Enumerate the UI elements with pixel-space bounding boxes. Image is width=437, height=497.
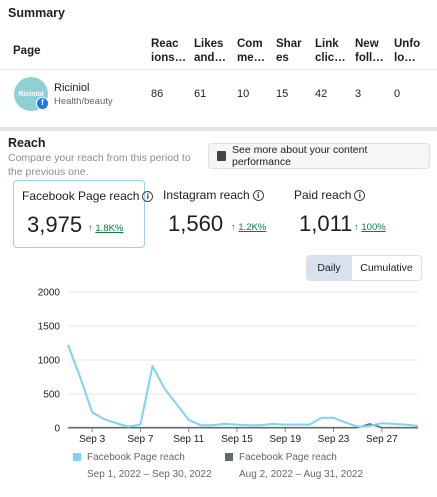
header-comments[interactable]: Com me… [237, 38, 266, 64]
reach-description: Compare your reach from this period to t… [8, 152, 191, 178]
x-tick-label: Sep 27 [366, 434, 398, 445]
x-tick-label: Sep 23 [318, 434, 350, 445]
y-tick-label: 0 [54, 424, 60, 435]
header-page[interactable]: Page [13, 45, 41, 57]
legend-label-previous[interactable]: Facebook Page reach [239, 452, 337, 463]
metric-label: Facebook Page reach i [22, 189, 154, 203]
content-performance-label: See more about your content performance [231, 144, 368, 168]
metric-change: ↑ 100% [354, 222, 386, 233]
report-icon [217, 151, 226, 161]
daily-toggle-button[interactable]: Daily [307, 256, 352, 280]
metric-value: 1,011 [299, 211, 353, 236]
header-link-clicks[interactable]: Link clic… [315, 38, 346, 64]
x-tick-label: Sep 19 [269, 434, 301, 445]
metric-label: Paid reach i [294, 188, 366, 202]
metric-paid-reach[interactable]: Paid reach i 1,011 ↑ 100% [286, 180, 426, 248]
header-unfollows[interactable]: Unfo lo… [394, 38, 421, 64]
header-likes[interactable]: Likes and… [194, 38, 226, 64]
x-tick-label: Sep 7 [127, 434, 154, 445]
x-tick-label: Sep 11 [173, 434, 204, 445]
arrow-up-icon: ↑ [88, 223, 93, 234]
y-tick-label: 2000 [38, 288, 61, 299]
page-category: Health/beauty [54, 96, 113, 107]
cell-reactions: 86 [151, 88, 164, 100]
arrow-up-icon: ↑ [231, 222, 236, 233]
y-tick-label: 1500 [38, 322, 61, 333]
header-reactions[interactable]: Reac ions… [151, 38, 187, 64]
x-tick-label: Sep 3 [79, 434, 106, 445]
cell-shares: 15 [276, 88, 289, 100]
reach-line-chart: 0 500 1000 1500 2000 Sep 3 Sep 7 Sep 11 Sep 15 Se… [38, 288, 419, 445]
page-name[interactable]: Riciniol [54, 82, 90, 94]
view-toggle: Daily Cumulative [306, 255, 422, 281]
header-shares[interactable]: Shar es [276, 38, 302, 64]
arrow-up-icon: ↑ [354, 222, 359, 233]
info-icon[interactable]: i [354, 190, 366, 201]
cell-new-follows: 3 [355, 88, 362, 100]
header-new-follows[interactable]: New foll… [355, 38, 384, 64]
y-tick-label: 500 [43, 390, 60, 401]
avatar-text: Riciniol [18, 90, 44, 98]
metric-change: ↑ 1.2K% [231, 222, 267, 233]
y-tick-label: 1000 [38, 356, 61, 367]
x-tick-label: Sep 15 [221, 434, 253, 445]
metric-instagram-reach[interactable]: Instagram reach i 1,560 ↑ 1.2K% [155, 180, 285, 248]
metric-value: 3,975 [27, 212, 83, 237]
summary-table-header [0, 30, 437, 70]
summary-title: Summary [8, 6, 65, 20]
cumulative-toggle-button[interactable]: Cumulative [352, 256, 421, 280]
legend-label-current[interactable]: Facebook Page reach [87, 452, 185, 463]
facebook-badge-icon: f [36, 97, 49, 110]
cell-unfollows: 0 [394, 88, 401, 100]
metric-label: Instagram reach i [163, 188, 264, 202]
metric-facebook-reach[interactable]: Facebook Page reach i 3,975 ↑ 1.8K% [13, 180, 154, 248]
info-icon[interactable]: i [252, 190, 264, 201]
section-divider [0, 127, 437, 131]
metric-value: 1,560 [168, 211, 224, 236]
cell-likes: 61 [194, 88, 207, 100]
cell-comments: 10 [237, 88, 250, 100]
legend-swatch-previous [225, 453, 233, 461]
legend-range-current: Sep 1, 2022 – Sep 30, 2022 [87, 469, 212, 480]
content-performance-button[interactable]: See more about your content performance [208, 143, 430, 169]
cell-link-clicks: 42 [315, 88, 328, 100]
metric-change: ↑ 1.8K% [88, 223, 124, 234]
legend-range-previous: Aug 2, 2022 – Aug 31, 2022 [239, 469, 363, 480]
legend-swatch-current [73, 453, 81, 461]
info-icon[interactable]: i [142, 191, 154, 202]
series-line-current[interactable] [67, 344, 419, 428]
reach-title: Reach [8, 136, 46, 150]
